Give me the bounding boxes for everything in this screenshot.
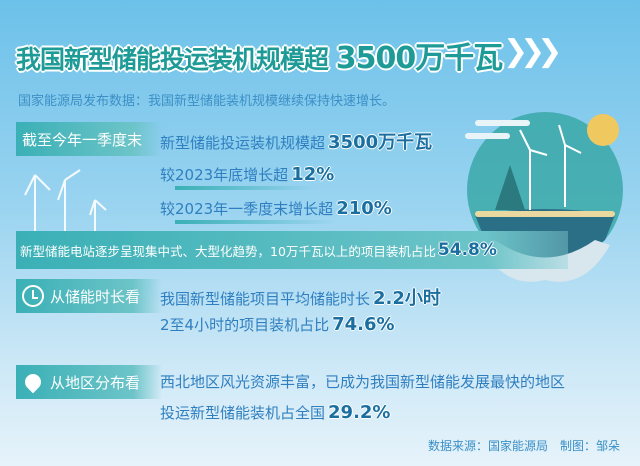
section-label-duration: 从储能时长看	[16, 279, 162, 313]
stat-line: 投运新型储能装机占全国 29.2%	[160, 402, 390, 423]
wind-turbine-icon	[519, 124, 582, 210]
stat-value: 12%	[291, 164, 335, 185]
underline	[175, 186, 315, 190]
underline	[175, 220, 335, 224]
title-value: 3500万千瓦	[335, 41, 503, 76]
stat-value: 3500万千瓦	[328, 132, 433, 153]
banner-text: 新型储能电站逐步呈现集中式、大型化趋势，10万千瓦以上的项目装机占比	[20, 243, 436, 259]
stat-text: 较2023年一季度末增长超	[160, 200, 334, 218]
stat-text: 西北地区风光资源丰富，已成为我国新型储能发展最快的地区	[160, 373, 566, 391]
page-title: 我国新型储能投运装机规模超 3500万千瓦	[16, 33, 503, 77]
stat-value: 74.6%	[332, 314, 395, 335]
stat-line: 2至4小时的项目装机占比 74.6%	[160, 314, 395, 335]
banner: 新型储能电站逐步呈现集中式、大型化趋势，10万千瓦以上的项目装机占比 54.8%	[16, 231, 568, 269]
wind-turbines-icon	[24, 169, 107, 235]
stat-line: 西北地区风光资源丰富，已成为我国新型储能发展最快的地区	[160, 371, 565, 392]
section-label-region: 从地区分布看	[16, 365, 162, 399]
chevrons-icon: ❯❯❯	[503, 34, 562, 69]
stat-line: 较2023年底增长超 12%	[160, 164, 334, 185]
clock-icon	[22, 285, 44, 307]
stat-text: 投运新型储能装机占全国	[160, 404, 326, 422]
subtitle: 国家能源局发布数据：我国新型储能装机规模继续保持快速增长。	[18, 94, 396, 109]
stat-line: 较2023年一季度末增长超 210%	[160, 198, 392, 219]
stat-value: 210%	[336, 198, 392, 219]
stat-text: 2至4小时的项目装机占比	[160, 316, 330, 334]
section-label-q1: 截至今年一季度末	[16, 122, 162, 156]
title-text: 我国新型储能投运装机规模超	[16, 45, 329, 74]
section-label-text: 从地区分布看	[50, 373, 141, 392]
stat-line: 我国新型储能项目平均储能时长 2.2小时	[160, 284, 441, 310]
stat-value: 29.2%	[328, 402, 391, 423]
stat-value: 2.2小时	[373, 288, 441, 309]
section-label-text: 从储能时长看	[50, 287, 141, 306]
banner-value: 54.8%	[437, 240, 497, 260]
source-credit: 数据来源：国家能源局 制图：邹朵	[428, 439, 621, 453]
stat-text: 我国新型储能项目平均储能时长	[160, 290, 371, 308]
stat-text: 较2023年底增长超	[160, 166, 289, 184]
stat-text: 新型储能投运装机规模超	[160, 134, 326, 152]
location-pin-icon	[21, 370, 45, 394]
stat-line: 新型储能投运装机规模超 3500万千瓦	[160, 128, 432, 154]
sun-icon	[587, 114, 619, 146]
